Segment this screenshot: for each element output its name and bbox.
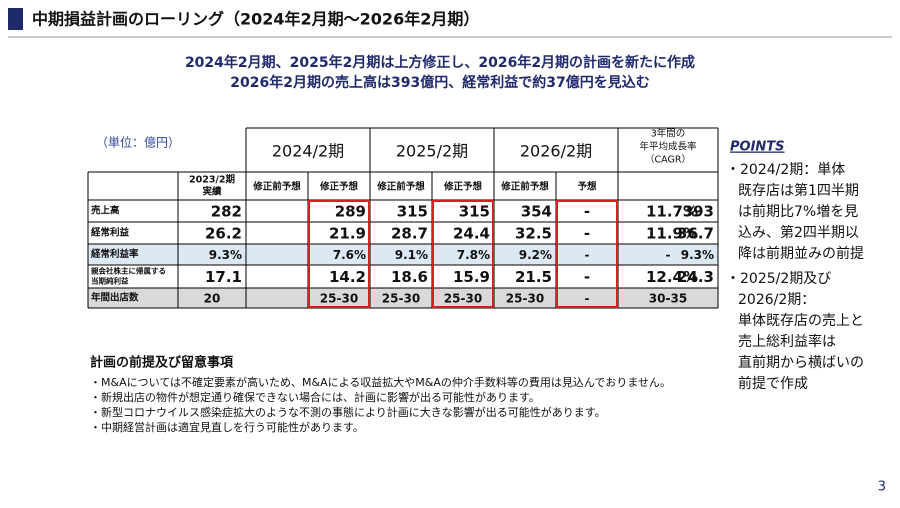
point-line: は前期比7%増を見 (738, 203, 858, 220)
row-label: 経常利益 (91, 227, 130, 239)
cell: - (585, 292, 590, 306)
highlight-box (308, 200, 370, 308)
cell: 17.1 (205, 268, 242, 286)
highlight-box (556, 200, 618, 308)
highlight-box (432, 200, 494, 308)
cell: 26.2 (205, 225, 242, 243)
subtitle: 2024年2月期、2025年2月期は上方修正し、2026年2月期の計画を新たに作… (185, 54, 695, 71)
row-label: 経常利益率 (91, 248, 139, 260)
cell: 25-30 (506, 292, 544, 306)
actual-header: 2023/2期 (189, 174, 235, 186)
cell: 282 (211, 203, 242, 221)
cell: 15.9 (453, 268, 490, 286)
cell: 354 (521, 203, 552, 221)
point-line: 売上総利益率は (738, 333, 836, 350)
note-line: ・M&Aについては不確定要素が高いため、M&Aによる収益拡大やM&Aの仲介手数料… (90, 375, 671, 389)
cell: - (666, 292, 671, 306)
row-label: 当期純利益 (91, 276, 129, 286)
cell: 21.9 (329, 225, 366, 243)
cell: 24.3 (677, 268, 714, 286)
cell: 36.7 (677, 225, 714, 243)
cell: - (584, 203, 590, 221)
point-line: 直前期から横ばいの (738, 354, 864, 371)
cell: 289 (335, 203, 366, 221)
header-mark (8, 8, 23, 30)
cell: 11.7% (646, 203, 698, 221)
cagr-header: 3年間の (651, 128, 686, 140)
cell: 30-35 (649, 292, 687, 306)
cell: 315 (397, 203, 428, 221)
actual-header: 実績 (202, 186, 222, 198)
point-line: ・2025/2期及び (726, 271, 831, 287)
cell: 315 (459, 203, 490, 221)
row-label: 親会社株主に帰属する (91, 266, 166, 276)
notes-title: 計画の前提及び留意事項 (90, 355, 234, 371)
cell: 9.3% (209, 248, 242, 262)
cell: 25-30 (382, 292, 420, 306)
cagr-header: （CAGR） (645, 154, 691, 166)
cell: 9.3% (681, 248, 714, 262)
cell: - (584, 225, 590, 243)
cell: 393 (683, 203, 714, 221)
cell: 18.6 (391, 268, 428, 286)
sub-header: 修正前予想 (252, 181, 301, 193)
sub-header: 修正予想 (319, 181, 359, 193)
subtitle: 2026年2月期の売上高は393億円、経常利益で約37億円を見込む (230, 74, 649, 91)
cell: 25-30 (444, 292, 482, 306)
sub-header: 修正前予想 (500, 181, 549, 193)
cell: - (584, 268, 590, 286)
row-label: 売上高 (91, 205, 120, 217)
cell: 9.1% (395, 248, 428, 262)
sub-header: 修正予想 (443, 181, 483, 193)
note-line: ・中期経営計画は適宜見直しを行う可能性があります。 (90, 420, 364, 434)
point-line: 降は前期並みの前提 (738, 245, 864, 262)
point-line: 2026/2期： (738, 292, 815, 308)
sub-header: 予想 (577, 181, 597, 193)
cell: - (585, 248, 590, 262)
group-header: 2026/2期 (520, 142, 592, 161)
cell: 28.7 (391, 225, 428, 243)
group-header: 2025/2期 (396, 142, 468, 161)
point-line: ・2024/2期：単体 (726, 162, 845, 178)
cell: - (666, 248, 671, 262)
cell: 7.8% (457, 248, 490, 262)
title: 中期損益計画のローリング（2024年2月期～2026年2月期） (32, 10, 479, 29)
cell: 20 (204, 292, 221, 306)
unit-label: （単位：億円） (96, 135, 180, 150)
row-label: 年間出店数 (91, 292, 139, 304)
cell: 32.5 (515, 225, 552, 243)
cell: 25-30 (320, 292, 358, 306)
points-title: POINTS (730, 140, 785, 155)
point-line: 既存店は第1四半期 (738, 182, 859, 199)
cell: 14.2 (329, 268, 366, 286)
group-header: 2024/2期 (272, 142, 344, 161)
point-line: 込み、第2四半期以 (738, 224, 859, 241)
cell: 12.4% (646, 268, 698, 286)
cagr-header: 年平均成長率 (639, 141, 697, 153)
sub-header: 修正前予想 (376, 181, 425, 193)
note-line: ・新規出店の物件が想定通り確保できない場合には、計画に影響が出る可能性があります… (90, 390, 540, 404)
point-line: 前提で作成 (738, 375, 808, 392)
point-line: 単体既存店の売上と (738, 313, 864, 329)
cell: 21.5 (515, 268, 552, 286)
cell: 9.2% (519, 248, 552, 262)
cell: 11.9% (646, 225, 698, 243)
cell: 7.6% (333, 248, 366, 262)
page-number: 3 (878, 480, 886, 495)
note-line: ・新型コロナウイルス感染症拡大のような不測の事態により計画に大きな影響が出る可能… (90, 405, 606, 419)
cell: 24.4 (453, 225, 490, 243)
